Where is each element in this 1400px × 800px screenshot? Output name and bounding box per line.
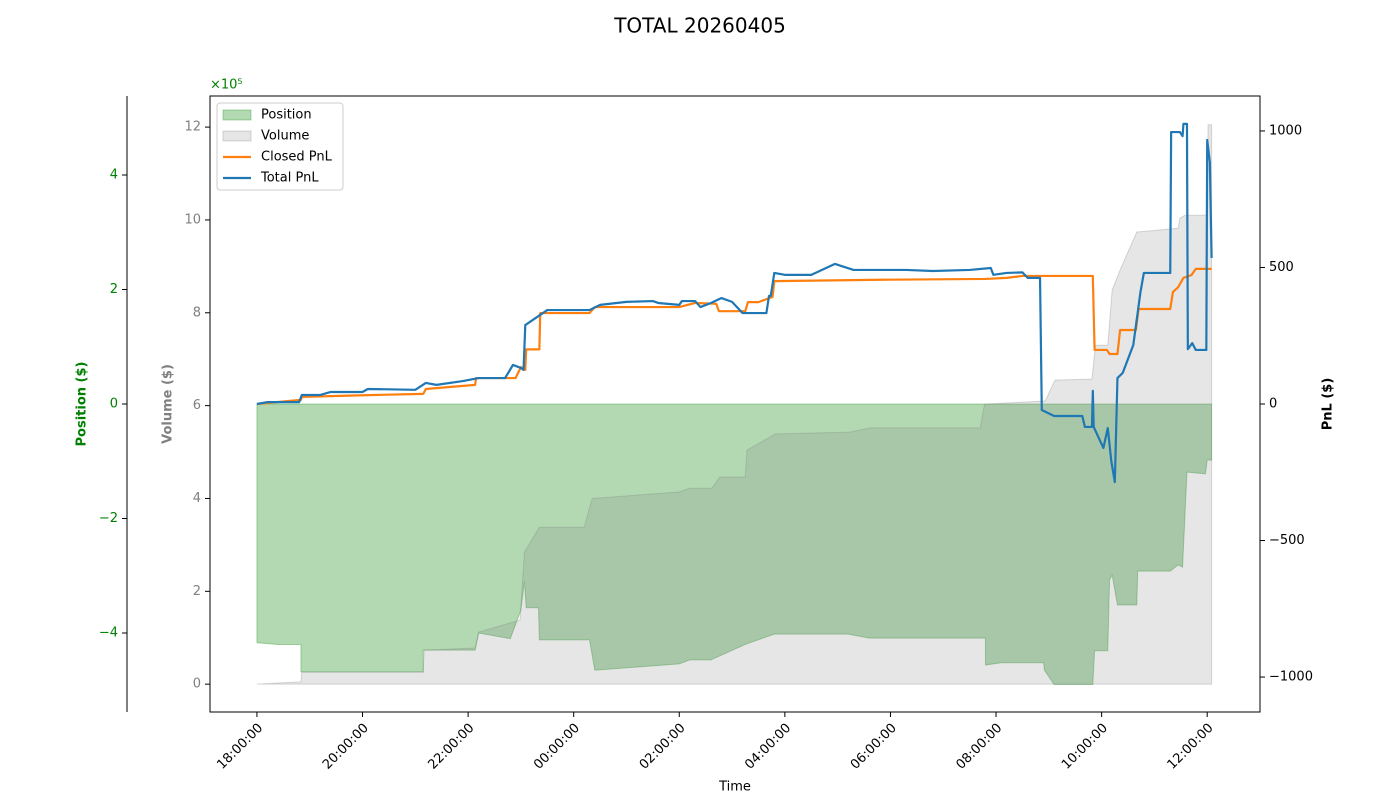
y-tick-label: 1000 bbox=[1269, 123, 1302, 138]
x-tick-label: 00:00:00 bbox=[531, 721, 583, 773]
x-tick-label: 12:00:00 bbox=[1165, 721, 1217, 773]
y-axis-label: Position ($) bbox=[75, 362, 90, 447]
y-tick-label: 4 bbox=[110, 168, 118, 183]
y-axis-label: Volume ($) bbox=[161, 364, 176, 444]
x-tick-label: 08:00:00 bbox=[953, 721, 1005, 773]
y-axis-label: PnL ($) bbox=[1321, 378, 1336, 431]
y-tick-label: −2 bbox=[99, 511, 118, 526]
area bbox=[256, 124, 1213, 685]
legend-label: Volume bbox=[261, 129, 309, 144]
x-tick-label: 20:00:00 bbox=[320, 721, 372, 773]
y-tick-label: −1000 bbox=[1269, 670, 1313, 685]
y-tick-label: −500 bbox=[1269, 533, 1305, 548]
legend-label: Total PnL bbox=[260, 171, 319, 186]
legend-box bbox=[216, 102, 344, 191]
y-tick-label: 0 bbox=[1269, 397, 1277, 412]
y-tick-label: 12 bbox=[184, 120, 201, 135]
y-tick-label: 0 bbox=[193, 677, 201, 692]
legend-swatch bbox=[222, 130, 252, 142]
x-tick-label: 04:00:00 bbox=[742, 721, 794, 773]
x-tick-label: 18:00:00 bbox=[214, 721, 266, 773]
x-tick-label: 10:00:00 bbox=[1059, 721, 1111, 773]
legend-label: Position bbox=[261, 108, 312, 123]
legend-swatch bbox=[222, 109, 252, 121]
chart-title: TOTAL 20260405 bbox=[613, 14, 786, 38]
x-tick-label: 06:00:00 bbox=[848, 721, 900, 773]
y-tick-label: 0 bbox=[110, 397, 118, 412]
y-tick-label: 2 bbox=[110, 282, 118, 297]
y-tick-label: 4 bbox=[193, 491, 201, 506]
line bbox=[256, 122, 1213, 484]
y-tick-label: −4 bbox=[99, 625, 118, 640]
x-tick-label: 22:00:00 bbox=[426, 721, 478, 773]
x-axis-label: Time bbox=[718, 780, 751, 795]
y-tick-label: 8 bbox=[193, 305, 201, 320]
y-tick-label: 10 bbox=[184, 212, 201, 227]
axis-offset: ×10⁵ bbox=[210, 78, 243, 93]
x-tick-label: 02:00:00 bbox=[637, 721, 689, 773]
y-tick-label: 2 bbox=[193, 584, 201, 599]
area bbox=[256, 403, 1213, 686]
legend-label: Closed PnL bbox=[261, 150, 333, 165]
y-tick-label: 500 bbox=[1269, 260, 1294, 275]
y-tick-label: 6 bbox=[193, 398, 201, 413]
